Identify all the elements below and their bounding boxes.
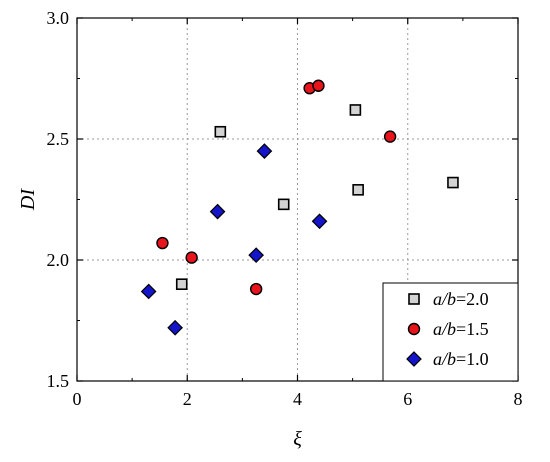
data-points xyxy=(140,79,459,336)
x-tick-label: 2 xyxy=(183,389,192,409)
x-tick-label: 8 xyxy=(514,389,523,409)
data-point-circle xyxy=(185,251,198,264)
legend-label-ab-1-5: a/b=1.5 xyxy=(433,319,489,339)
y-tick-label: 3.0 xyxy=(47,8,70,28)
legend-diamond-icon xyxy=(406,351,422,367)
data-point-circle xyxy=(249,282,263,296)
y-tick-label: 2.5 xyxy=(47,129,70,149)
data-point-diamond xyxy=(140,283,157,300)
y-tick-label: 2.0 xyxy=(47,250,70,270)
data-point-circle xyxy=(312,79,325,92)
x-axis-label: ξ xyxy=(293,428,302,450)
x-tick-label: 4 xyxy=(293,389,302,409)
legend-value: =1.0 xyxy=(456,349,489,369)
series-circle-points xyxy=(156,79,397,296)
legend-value: =1.5 xyxy=(456,319,489,339)
legend-value: =2.0 xyxy=(456,289,489,309)
x-tick-label: 0 xyxy=(73,389,82,409)
y-tick-labels: 1.5 2.0 2.5 3.0 xyxy=(47,8,70,391)
y-tick-label: 1.5 xyxy=(47,371,70,391)
legend-square-icon xyxy=(408,293,420,305)
legend-circle-icon xyxy=(407,322,421,336)
data-point-circle xyxy=(383,130,397,143)
plot-frame xyxy=(76,17,519,382)
data-point-square xyxy=(447,176,459,189)
series-diamond-points xyxy=(140,143,328,336)
legend-circle-marker xyxy=(407,322,421,336)
legend-box xyxy=(382,282,519,382)
x-tick-label: 6 xyxy=(403,389,412,409)
legend-label-ab-1-0: a/b=1.0 xyxy=(433,349,489,369)
data-point-square xyxy=(175,278,188,291)
x-tick-labels: 0 2 4 6 8 xyxy=(73,389,523,409)
legend-entry-ab-1-0: a/b=1.0 xyxy=(406,349,489,369)
data-point-diamond xyxy=(209,203,226,220)
data-point-diamond xyxy=(311,213,328,230)
data-point-square xyxy=(214,125,227,138)
data-point-square xyxy=(277,198,290,211)
data-point-diamond xyxy=(248,247,265,264)
data-point-circle xyxy=(156,236,169,250)
legend-square-marker xyxy=(408,293,420,305)
legend-label-ab-2-0: a/b=2.0 xyxy=(433,289,489,309)
legend-entry-ab-2-0: a/b=2.0 xyxy=(408,289,489,309)
data-point-diamond xyxy=(256,143,273,159)
legend-entry-ab-1-5: a/b=1.5 xyxy=(407,319,489,339)
legend-diamond-marker xyxy=(406,351,422,367)
data-point-square xyxy=(352,184,364,196)
legend-var: a/b xyxy=(433,289,456,309)
legend: a/b=2.0 a/b=1.5 a/b=1.0 xyxy=(382,282,519,382)
data-point-diamond xyxy=(167,319,183,336)
grid-lines xyxy=(77,18,518,381)
legend-var: a/b xyxy=(433,319,456,339)
data-point-square xyxy=(349,104,362,116)
y-axis-label: DI xyxy=(17,188,39,211)
legend-var: a/b xyxy=(433,349,456,369)
series-square-points xyxy=(175,104,459,291)
